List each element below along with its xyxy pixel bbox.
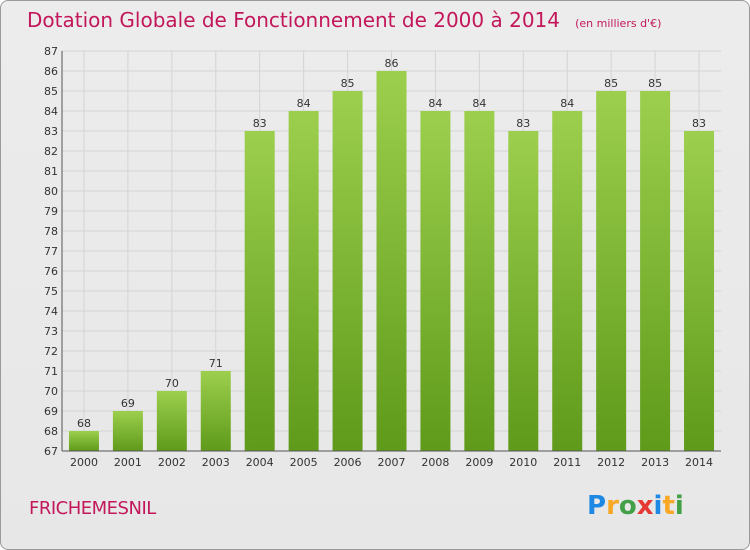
y-tick-label: 82: [44, 145, 58, 158]
y-tick-label: 72: [44, 345, 58, 358]
bar[interactable]: [552, 111, 583, 451]
y-tick-label: 69: [44, 405, 58, 418]
data-label: 84: [297, 97, 311, 110]
bar[interactable]: [288, 111, 319, 451]
data-label: 85: [604, 77, 618, 90]
data-label: 84: [560, 97, 574, 110]
x-tick-label: 2004: [246, 456, 274, 469]
bar[interactable]: [464, 111, 495, 451]
x-tick-label: 2009: [465, 456, 493, 469]
y-tick-label: 87: [44, 45, 58, 58]
x-tick-label: 2014: [685, 456, 713, 469]
y-tick-label: 67: [44, 445, 58, 458]
bar[interactable]: [596, 91, 627, 451]
y-tick-label: 84: [44, 105, 58, 118]
y-tick-label: 75: [44, 285, 58, 298]
data-label: 70: [165, 377, 179, 390]
x-tick-label: 2011: [553, 456, 581, 469]
data-label: 83: [516, 117, 530, 130]
x-tick-label: 2001: [114, 456, 142, 469]
bar[interactable]: [244, 131, 275, 451]
x-tick-label: 2012: [597, 456, 625, 469]
y-tick-label: 68: [44, 425, 58, 438]
data-label: 71: [209, 357, 223, 370]
data-label: 69: [121, 397, 135, 410]
x-tick-label: 2002: [158, 456, 186, 469]
y-tick-label: 85: [44, 85, 58, 98]
x-tick-label: 2006: [334, 456, 362, 469]
data-label: 68: [77, 417, 91, 430]
data-label: 83: [253, 117, 267, 130]
y-tick-label: 76: [44, 265, 58, 278]
proxiti-logo[interactable]: Proxiti: [587, 491, 684, 521]
bar[interactable]: [420, 111, 451, 451]
y-tick-label: 71: [44, 365, 58, 378]
axis-layer: 67 68 69 70 71 72 73 74 75 76 77 78 79 80 81 82 83 84 85 86…: [44, 45, 721, 469]
bar[interactable]: [508, 131, 539, 451]
bar[interactable]: [376, 71, 407, 451]
bar[interactable]: [332, 91, 363, 451]
x-tick-label: 2005: [290, 456, 318, 469]
commune-name: FRICHEMESNIL: [29, 498, 156, 519]
x-tick-label: 2000: [70, 456, 98, 469]
y-tick-label: 80: [44, 185, 58, 198]
chart-title: Dotation Globale de Fonctionnement de 20…: [27, 8, 560, 32]
bar[interactable]: [112, 411, 143, 451]
x-tick-label: 2013: [641, 456, 669, 469]
bar[interactable]: [200, 371, 231, 451]
data-label: 85: [648, 77, 662, 90]
x-tick-label: 2008: [421, 456, 449, 469]
y-tick-label: 73: [44, 325, 58, 338]
data-label: 83: [692, 117, 706, 130]
chart-subtitle: (en milliers d'€): [575, 17, 662, 30]
bar[interactable]: [640, 91, 671, 451]
bar[interactable]: [156, 391, 187, 451]
bar[interactable]: [68, 431, 99, 451]
data-label: 86: [385, 57, 399, 70]
data-label: 85: [341, 77, 355, 90]
title-bar: Dotation Globale de Fonctionnement de 20…: [27, 8, 661, 32]
y-tick-label: 79: [44, 205, 58, 218]
y-tick-label: 74: [44, 305, 58, 318]
y-tick-label: 83: [44, 125, 58, 138]
y-tick-label: 77: [44, 245, 58, 258]
y-tick-label: 78: [44, 225, 58, 238]
y-tick-label: 81: [44, 165, 58, 178]
data-label: 84: [428, 97, 442, 110]
data-label: 84: [472, 97, 486, 110]
y-tick-label: 86: [44, 65, 58, 78]
x-tick-label: 2007: [378, 456, 406, 469]
x-tick-label: 2003: [202, 456, 230, 469]
bars-layer: 68 69 70 71 83 84 85 86 84 84 83 84 85 85 83: [68, 57, 715, 451]
y-tick-label: 70: [44, 385, 58, 398]
bar[interactable]: [684, 131, 715, 451]
x-tick-label: 2010: [509, 456, 537, 469]
